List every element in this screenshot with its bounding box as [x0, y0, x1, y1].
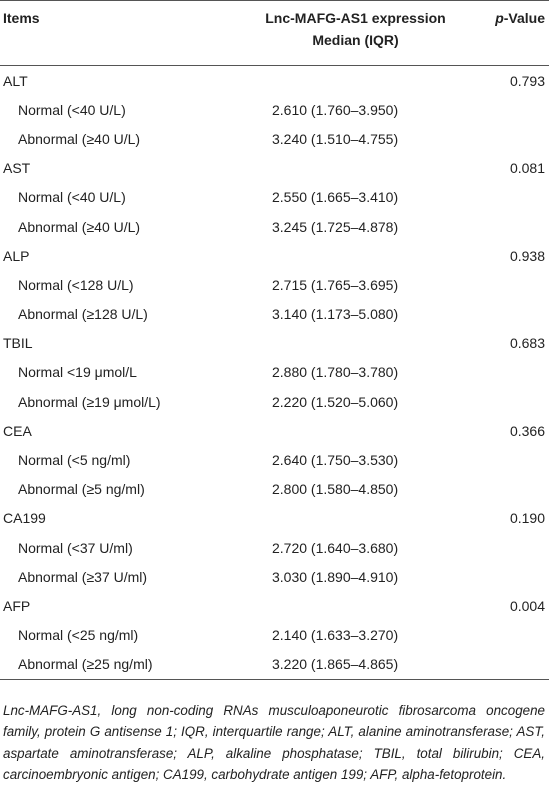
sub-row: Normal (<128 U/L) 2.715 (1.765–3.695) [0, 270, 549, 299]
sub-row: Abnormal (≥37 U/ml) 3.030 (1.890–4.910) [0, 562, 549, 591]
median-iqr: 2.220 (1.520–5.060) [272, 393, 399, 410]
empty-cell [218, 504, 454, 533]
group-name: AST [3, 160, 31, 177]
row-label: Abnormal (≥40 U/L) [18, 130, 141, 147]
header-items: Items [0, 0, 218, 66]
sub-row: Abnormal (≥19 μmol/L) 2.220 (1.520–5.060) [0, 387, 549, 416]
row-label: Normal (<5 ng/ml) [18, 452, 131, 469]
row-label: Normal <19 μmol/L [18, 364, 137, 381]
row-label: Abnormal (≥37 U/ml) [18, 568, 148, 585]
empty-cell [218, 154, 454, 183]
p-value: 0.081 [509, 160, 545, 177]
group-row: CA199 0.190 [0, 504, 549, 533]
row-label: Abnormal (≥128 U/L) [18, 306, 148, 323]
empty-cell [454, 387, 549, 416]
empty-cell [218, 416, 454, 445]
row-label: Normal (<25 ng/ml) [18, 627, 139, 644]
group-name: CA199 [3, 510, 46, 527]
header-text: Median (IQR) [312, 32, 399, 48]
empty-cell [454, 445, 549, 474]
empty-cell [454, 124, 549, 153]
p-value: 0.004 [509, 597, 545, 614]
sub-row: Normal <19 μmol/L 2.880 (1.780–3.780) [0, 358, 549, 387]
sub-row: Abnormal (≥40 U/L) 3.245 (1.725–4.878) [0, 212, 549, 241]
sub-row: Normal (<40 U/L) 2.550 (1.665–3.410) [0, 183, 549, 212]
row-label: Abnormal (≥5 ng/ml) [18, 481, 145, 498]
group-name: AFP [3, 597, 31, 614]
median-iqr: 2.140 (1.633–3.270) [272, 627, 399, 644]
median-iqr: 2.720 (1.640–3.680) [272, 539, 399, 556]
sub-row: Normal (<5 ng/ml) 2.640 (1.750–3.530) [0, 445, 549, 474]
row-label: Abnormal (≥25 ng/ml) [18, 656, 153, 673]
group-row: ALT 0.793 [0, 66, 549, 96]
header-row: Items Lnc-MAFG-AS1 expression Median (IQR… [0, 0, 549, 66]
median-iqr: 3.240 (1.510–4.755) [272, 130, 399, 147]
empty-cell [454, 621, 549, 650]
empty-cell [454, 95, 549, 124]
sub-row: Normal (<40 U/L) 2.610 (1.760–3.950) [0, 95, 549, 124]
p-value: 0.938 [509, 247, 545, 264]
median-iqr: 2.715 (1.765–3.695) [272, 276, 399, 293]
header-text: Lnc-MAFG-AS1 expression [265, 10, 446, 26]
empty-cell [218, 329, 454, 358]
empty-cell [454, 183, 549, 212]
median-iqr: 2.800 (1.580–4.850) [272, 481, 399, 498]
group-name: ALP [3, 247, 30, 264]
row-label: Normal (<37 U/ml) [18, 539, 133, 556]
median-iqr: 3.245 (1.725–4.878) [272, 218, 399, 235]
sub-row: Abnormal (≥40 U/L) 3.240 (1.510–4.755) [0, 124, 549, 153]
median-iqr: 2.880 (1.780–3.780) [272, 364, 399, 381]
empty-cell [454, 533, 549, 562]
footnote: Lnc-MAFG-AS1, long non-coding RNAs muscu… [3, 702, 545, 783]
median-iqr: 2.610 (1.760–3.950) [272, 101, 399, 118]
empty-cell [454, 212, 549, 241]
p-value: 0.190 [509, 510, 545, 527]
row-label: Normal (<40 U/L) [18, 101, 126, 118]
header-text: -Value [503, 10, 545, 26]
sub-row: Abnormal (≥128 U/L) 3.140 (1.173–5.080) [0, 300, 549, 329]
empty-cell [454, 358, 549, 387]
row-label: Normal (<40 U/L) [18, 189, 126, 206]
data-table: Items Lnc-MAFG-AS1 expression Median (IQR… [0, 0, 549, 680]
header-p-value: p-Value [454, 0, 549, 66]
group-row: ALP 0.938 [0, 241, 549, 270]
sub-row: Normal (<25 ng/ml) 2.140 (1.633–3.270) [0, 621, 549, 650]
empty-cell [218, 66, 454, 96]
sub-row: Normal (<37 U/ml) 2.720 (1.640–3.680) [0, 533, 549, 562]
p-value: 0.793 [509, 72, 545, 89]
median-iqr: 2.640 (1.750–3.530) [272, 452, 399, 469]
empty-cell [454, 562, 549, 591]
sub-row: Abnormal (≥5 ng/ml) 2.800 (1.580–4.850) [0, 475, 549, 504]
group-row: TBIL 0.683 [0, 329, 549, 358]
group-row: AFP 0.004 [0, 591, 549, 620]
empty-cell [454, 270, 549, 299]
header-text: p [495, 10, 504, 26]
empty-cell [218, 241, 454, 270]
header-expression: Lnc-MAFG-AS1 expression Median (IQR) [218, 0, 454, 66]
group-name: ALT [3, 72, 28, 89]
median-iqr: 3.140 (1.173–5.080) [272, 306, 399, 323]
group-name: TBIL [3, 335, 33, 352]
median-iqr: 3.220 (1.865–4.865) [272, 656, 399, 673]
empty-cell [218, 591, 454, 620]
group-name: CEA [3, 422, 32, 439]
row-label: Abnormal (≥19 μmol/L) [18, 393, 161, 410]
row-label: Abnormal (≥40 U/L) [18, 218, 141, 235]
empty-cell [454, 475, 549, 504]
table-body: ALT 0.793 Normal (<40 U/L) 2.610 (1.760–3.9… [0, 66, 549, 680]
sub-row: Abnormal (≥25 ng/ml) 3.220 (1.865–4.865) [0, 650, 549, 680]
median-iqr: 3.030 (1.890–4.910) [272, 568, 399, 585]
group-row: AST 0.081 [0, 154, 549, 183]
median-iqr: 2.550 (1.665–3.410) [272, 189, 399, 206]
empty-cell [454, 650, 549, 680]
p-value: 0.683 [509, 335, 545, 352]
p-value: 0.366 [509, 422, 545, 439]
empty-cell [454, 300, 549, 329]
row-label: Normal (<128 U/L) [18, 276, 134, 293]
group-row: CEA 0.366 [0, 416, 549, 445]
